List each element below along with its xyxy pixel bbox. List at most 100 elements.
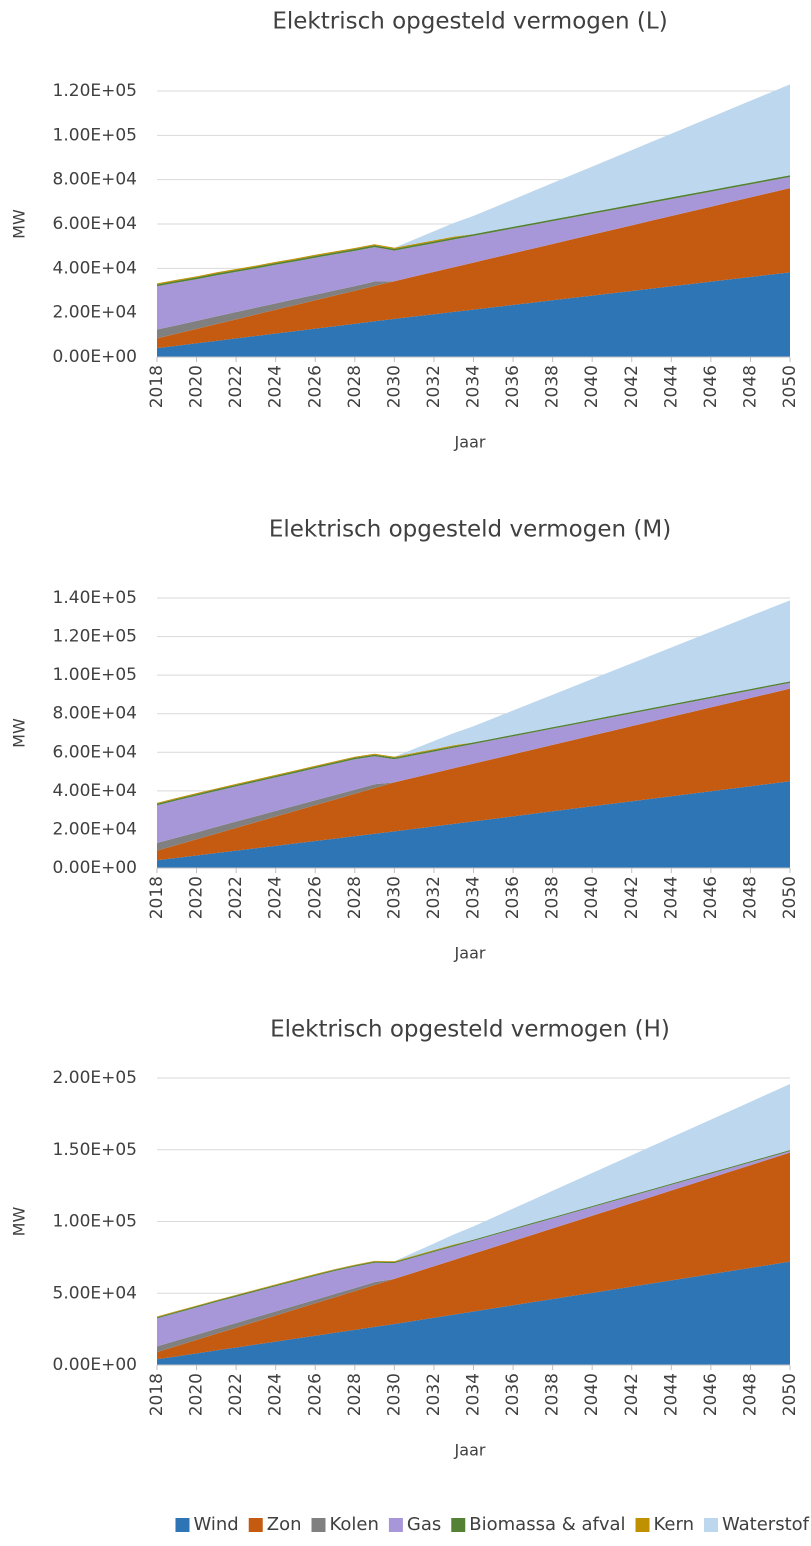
x-tick-label: 2026 <box>305 1373 325 1416</box>
area <box>157 1261 790 1365</box>
y-tick-label: 1.20E+05 <box>53 81 137 101</box>
x-tick-label: 2024 <box>266 876 286 919</box>
y-tick-label: 6.00E+04 <box>53 214 137 234</box>
x-tick-label: 2020 <box>187 876 207 919</box>
x-tick-label: 2030 <box>384 876 404 919</box>
y-tick-label: 2.00E+05 <box>53 1068 137 1088</box>
x-tick-label: 2028 <box>345 876 365 919</box>
area <box>157 688 790 861</box>
legend-label: Zon <box>267 1514 302 1535</box>
y-tick-label: 1.00E+05 <box>53 125 137 145</box>
y-tick-label: 0.00E+00 <box>53 858 137 878</box>
legend-label: Kolen <box>330 1514 379 1535</box>
y-axis-label: MW <box>10 209 29 239</box>
y-tick-label: 8.00E+04 <box>53 170 137 190</box>
x-tick-label: 2046 <box>701 1373 721 1416</box>
x-tick-label: 2028 <box>345 365 365 408</box>
y-tick-label: 1.50E+05 <box>53 1140 137 1160</box>
legend-swatch <box>451 1518 466 1532</box>
x-tick-label: 2050 <box>780 1373 800 1416</box>
y-tick-label: 1.00E+05 <box>53 665 137 685</box>
x-tick-label: 2018 <box>147 1373 167 1416</box>
area <box>157 1152 790 1353</box>
y-tick-label: 4.00E+04 <box>53 781 137 801</box>
y-tick-label: 8.00E+04 <box>53 704 137 724</box>
legend-label: Kern <box>654 1514 694 1535</box>
x-tick-label: 2044 <box>661 365 681 408</box>
x-tick-label: 2036 <box>503 876 523 919</box>
x-tick-label: 2050 <box>780 876 800 919</box>
x-tick-label: 2042 <box>622 1373 642 1416</box>
y-tick-label: 0.00E+00 <box>53 347 137 367</box>
x-tick-label: 2020 <box>187 1373 207 1416</box>
area <box>157 188 790 349</box>
x-tick-label: 2026 <box>305 365 325 408</box>
y-axis-label: MW <box>10 1207 29 1237</box>
y-tick-label: 2.00E+04 <box>53 303 137 323</box>
x-axis-label: Jaar <box>454 1441 486 1460</box>
x-tick-label: 2040 <box>582 365 602 408</box>
area <box>157 84 790 284</box>
x-tick-label: 2040 <box>582 1373 602 1416</box>
legend-label: Biomassa & afval <box>469 1514 625 1535</box>
area <box>157 1151 790 1347</box>
legend-label: Waterstof <box>722 1514 810 1535</box>
x-tick-label: 2040 <box>582 876 602 919</box>
y-axis-label: MW <box>10 718 29 748</box>
y-tick-label: 0.00E+00 <box>53 1355 137 1375</box>
chart-title: Elektrisch opgesteld vermogen (H) <box>270 1017 670 1043</box>
y-tick-label: 2.00E+04 <box>53 819 137 839</box>
x-tick-label: 2042 <box>622 365 642 408</box>
area <box>157 682 790 843</box>
x-tick-label: 2018 <box>147 365 167 408</box>
legend-swatch <box>388 1518 403 1532</box>
area <box>157 177 790 330</box>
y-tick-label: 1.40E+05 <box>53 588 137 608</box>
x-tick-label: 2050 <box>780 365 800 408</box>
area <box>157 781 790 868</box>
x-tick-label: 2032 <box>424 365 444 408</box>
legend-swatch <box>248 1518 263 1532</box>
area <box>157 272 790 357</box>
y-tick-label: 6.00E+04 <box>53 742 137 762</box>
x-tick-label: 2026 <box>305 876 325 919</box>
area <box>157 600 790 803</box>
x-axis-label: Jaar <box>454 433 486 452</box>
legend-swatch <box>704 1518 718 1532</box>
x-tick-label: 2024 <box>266 1373 286 1416</box>
x-tick-label: 2048 <box>740 876 760 919</box>
area <box>157 1152 790 1360</box>
x-tick-label: 2036 <box>503 1373 523 1416</box>
chart-title: Elektrisch opgesteld vermogen (L) <box>272 9 667 35</box>
x-tick-label: 2034 <box>464 1373 484 1416</box>
legend-label: Gas <box>407 1514 441 1535</box>
x-tick-label: 2042 <box>622 876 642 919</box>
y-tick-label: 4.00E+04 <box>53 258 137 278</box>
x-tick-label: 2018 <box>147 876 167 919</box>
x-tick-label: 2034 <box>464 876 484 919</box>
x-tick-label: 2028 <box>345 1373 365 1416</box>
x-tick-label: 2030 <box>384 1373 404 1416</box>
area <box>157 681 790 806</box>
legend-swatch <box>635 1518 650 1532</box>
x-tick-label: 2038 <box>543 1373 563 1416</box>
x-tick-label: 2046 <box>701 365 721 408</box>
x-tick-label: 2036 <box>503 365 523 408</box>
x-tick-label: 2022 <box>226 1373 246 1416</box>
y-tick-label: 1.00E+05 <box>53 1212 137 1232</box>
x-tick-label: 2048 <box>740 1373 760 1416</box>
x-tick-label: 2034 <box>464 365 484 408</box>
x-tick-label: 2032 <box>424 1373 444 1416</box>
legend-swatch <box>175 1518 190 1532</box>
x-tick-label: 2048 <box>740 365 760 408</box>
x-tick-label: 2038 <box>543 365 563 408</box>
x-tick-label: 2024 <box>266 365 286 408</box>
y-tick-label: 1.20E+05 <box>53 627 137 647</box>
y-tick-label: 5.00E+04 <box>53 1283 137 1303</box>
x-tick-label: 2044 <box>661 876 681 919</box>
legend-swatch <box>311 1518 326 1532</box>
x-tick-label: 2022 <box>226 876 246 919</box>
legend-label: Wind <box>193 1514 238 1535</box>
chart-title: Elektrisch opgesteld vermogen (M) <box>269 517 671 543</box>
